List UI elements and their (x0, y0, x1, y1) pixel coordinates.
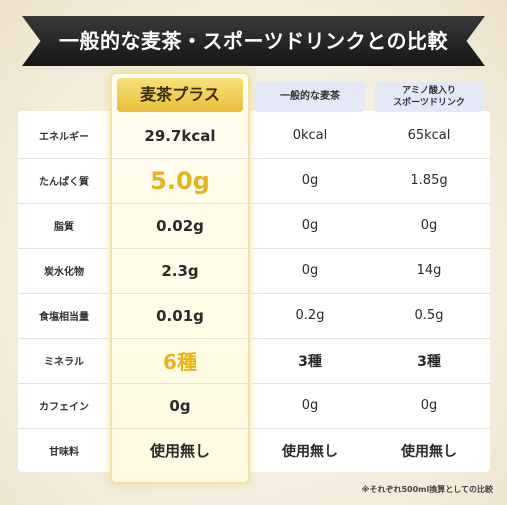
title-banner (22, 16, 485, 66)
column-header-sports-drink: アミノ酸入り スポーツドリンク (375, 82, 483, 112)
row-divider (18, 293, 490, 294)
value-regular-tea: 0.2g (295, 308, 325, 323)
value-regular-tea: 3種 (298, 353, 322, 370)
table-row: カフェイン 0g 0g 0g (18, 383, 490, 428)
row-label: ミネラル (44, 357, 84, 368)
value-highlight: 0.01g (156, 306, 204, 325)
row-divider (18, 428, 490, 429)
value-highlight: 5.0g (150, 166, 210, 195)
value-sports-drink: 65kcal (407, 128, 451, 143)
row-label: カフェイン (39, 402, 89, 413)
row-divider (18, 338, 490, 339)
row-divider (18, 248, 490, 249)
value-sports-drink: 0g (420, 218, 438, 233)
row-divider (18, 203, 490, 204)
row-label: たんぱく質 (39, 177, 89, 188)
column-header-sports-drink-line1: アミノ酸入り (402, 86, 456, 96)
column-header-regular-tea: 一般的な麦茶 (255, 82, 365, 112)
value-highlight: 2.3g (161, 261, 199, 280)
highlight-column (110, 72, 250, 484)
value-highlight: 0.02g (156, 216, 204, 235)
table-row: 脂質 0.02g 0g 0g (18, 203, 490, 248)
row-divider (18, 158, 490, 159)
value-regular-tea: 0kcal (292, 128, 328, 143)
value-highlight: 0g (169, 396, 191, 415)
comparison-table (18, 111, 490, 472)
value-regular-tea: 0g (301, 398, 319, 413)
value-sports-drink: 0g (420, 398, 438, 413)
footnote: ※それぞれ500ml換算としての比較 (361, 485, 493, 494)
column-header-highlight: 麦茶プラス (117, 78, 243, 112)
value-regular-tea: 0g (301, 173, 319, 188)
page-title: 一般的な麦茶・スポーツドリンクとの比較 (59, 29, 448, 53)
table-row: たんぱく質 5.0g 0g 1.85g (18, 158, 490, 203)
table-row: ミネラル 6種 3種 3種 (18, 338, 490, 383)
row-label: 甘味料 (49, 447, 79, 458)
row-divider (18, 383, 490, 384)
row-label: 炭水化物 (44, 267, 84, 278)
value-sports-drink: 3種 (417, 353, 441, 370)
row-label: 脂質 (54, 222, 74, 233)
value-highlight: 29.7kcal (144, 126, 216, 145)
value-regular-tea: 使用無し (282, 443, 338, 460)
table-row: 甘味料 使用無し 使用無し 使用無し (18, 428, 490, 473)
value-sports-drink: 使用無し (401, 443, 457, 460)
row-label: エネルギー (39, 132, 89, 143)
table-row: エネルギー 29.7kcal 0kcal 65kcal (18, 113, 490, 158)
value-sports-drink: 0.5g (414, 308, 444, 323)
value-regular-tea: 0g (301, 263, 319, 278)
table-row: 炭水化物 2.3g 0g 14g (18, 248, 490, 293)
column-header-sports-drink-line2: スポーツドリンク (393, 98, 465, 108)
table-row: 食塩相当量 0.01g 0.2g 0.5g (18, 293, 490, 338)
value-highlight: 6種 (163, 350, 197, 374)
value-sports-drink: 1.85g (410, 173, 448, 188)
value-sports-drink: 14g (416, 263, 442, 278)
value-regular-tea: 0g (301, 218, 319, 233)
value-highlight: 使用無し (149, 442, 210, 460)
row-label: 食塩相当量 (39, 312, 89, 323)
